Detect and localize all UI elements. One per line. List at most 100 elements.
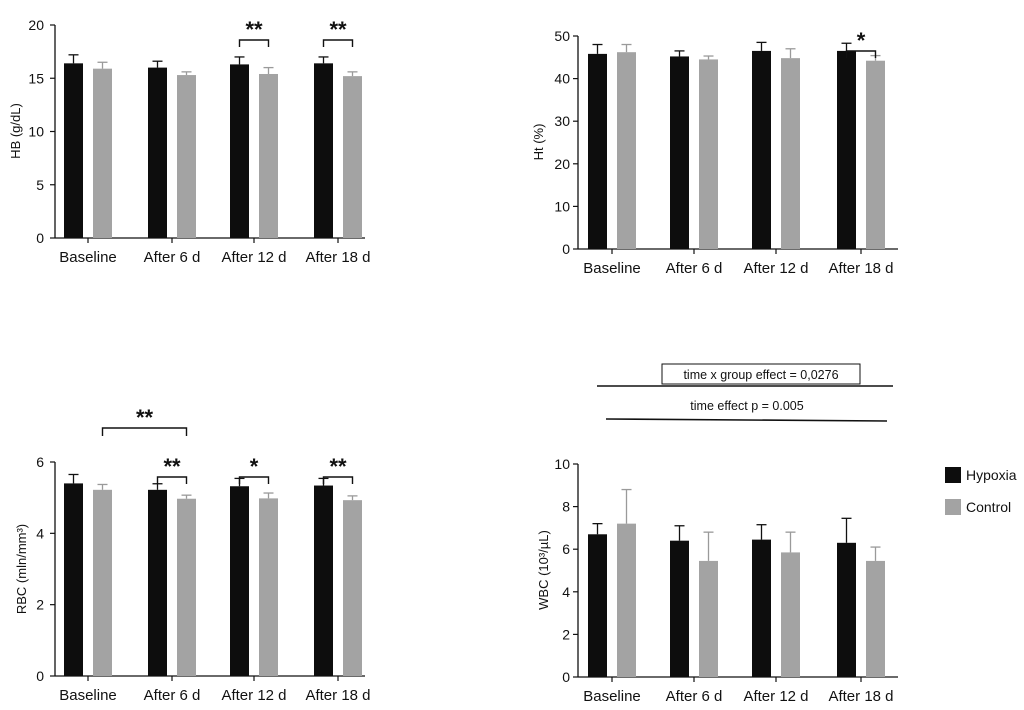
significance-marker: ** (245, 17, 263, 42)
bar-control (259, 73, 278, 239)
bar-hypoxia (670, 540, 689, 677)
bar-control (699, 560, 718, 677)
y-tick-label: 4 (562, 584, 570, 600)
x-tick-label: After 18 d (305, 687, 370, 704)
chart-panel-3: 0 2 4 6 RBC (mln/mm³) Baseline After 6 d After … (14, 405, 371, 704)
x-tick-label: After 18 d (828, 688, 893, 705)
y-tick-label: 10 (28, 124, 44, 140)
y-axis-title: RBC (mln/mm³) (14, 524, 29, 614)
effect-box (661, 363, 861, 385)
bar-hypoxia (230, 486, 249, 676)
effect-label: time x group effect = 0,0276 (683, 368, 838, 382)
y-tick-label: 5 (36, 177, 44, 193)
x-tick-label: Baseline (59, 249, 117, 266)
bar-hypoxia (314, 63, 333, 239)
x-tick-label: After 12 d (221, 687, 286, 704)
bar-control (343, 500, 362, 676)
bar-hypoxia (230, 64, 249, 238)
bar-hypoxia (64, 63, 83, 239)
bar-hypoxia (837, 542, 856, 677)
bar-control (617, 523, 636, 677)
legend-swatch-control (945, 499, 961, 515)
significance-marker: ** (329, 17, 347, 42)
bar-control (781, 552, 800, 677)
x-tick-label: After 18 d (305, 249, 370, 266)
bar-hypoxia (588, 534, 607, 677)
effect-label: time effect p = 0.005 (690, 399, 803, 413)
effect-line (605, 418, 888, 422)
bar-hypoxia (314, 485, 333, 676)
y-axis-title: Ht (%) (531, 124, 546, 161)
x-tick-label: After 12 d (743, 688, 808, 705)
y-tick-label: 40 (554, 71, 570, 87)
significance-marker: ** (136, 405, 154, 430)
y-tick-label: 2 (562, 626, 570, 642)
significance-bracket (322, 39, 354, 47)
significance-marker: * (250, 454, 259, 479)
y-tick-label: 8 (562, 499, 570, 515)
bar-control (866, 60, 885, 249)
bar-control (177, 498, 196, 676)
bar-control (699, 59, 718, 250)
bar-control (93, 489, 112, 676)
y-tick-label: 0 (36, 230, 44, 246)
x-tick-label: After 12 d (221, 249, 286, 266)
y-tick-label: 4 (36, 525, 44, 541)
y-tick-label: 6 (562, 541, 570, 557)
bar-hypoxia (588, 53, 607, 249)
legend-label: Hypoxia (966, 467, 1017, 483)
x-tick-label: Baseline (583, 688, 641, 705)
chart-panel-4: 0 2 4 6 8 10 WBC (10³/µL) Baseline After 6 d Afte… (536, 363, 898, 705)
bar-control (866, 560, 885, 677)
y-tick-label: 10 (554, 456, 570, 472)
significance-bracket (322, 476, 354, 484)
x-tick-label: After 6 d (666, 688, 723, 705)
x-tick-label: After 6 d (144, 249, 201, 266)
significance-bracket (845, 50, 877, 58)
y-tick-label: 0 (36, 668, 44, 684)
y-tick-label: 0 (562, 669, 570, 685)
significance-bracket (238, 476, 270, 484)
bar-hypoxia (752, 50, 771, 249)
y-tick-label: 2 (36, 597, 44, 613)
bar-hypoxia (670, 56, 689, 250)
significance-marker: * (857, 28, 866, 53)
bar-control (781, 58, 800, 249)
bar-hypoxia (752, 539, 771, 677)
y-tick-label: 50 (554, 28, 570, 44)
bar-control (93, 68, 112, 238)
y-tick-label: 20 (554, 156, 570, 172)
bar-hypoxia (837, 50, 856, 249)
significance-bracket (101, 427, 188, 436)
x-tick-label: After 18 d (828, 260, 893, 277)
legend-swatch-hypoxia (945, 467, 961, 483)
bar-control (343, 76, 362, 239)
bar-control (617, 52, 636, 249)
x-tick-label: Baseline (583, 260, 641, 277)
bar-control (177, 75, 196, 239)
y-tick-label: 20 (28, 17, 44, 33)
bar-hypoxia (148, 489, 167, 676)
significance-bracket (156, 476, 188, 484)
y-tick-label: 0 (562, 241, 570, 257)
chart-panel-1: 0 5 10 15 20 HB (g/dL) Baseline After 6 d After … (8, 17, 371, 266)
y-tick-label: 15 (28, 70, 44, 86)
y-tick-label: 30 (554, 113, 570, 129)
chart-panel-2: 0 10 20 30 40 50 Ht (%) Baseline After 6 d After … (531, 28, 898, 277)
bar-control (259, 498, 278, 676)
x-tick-label: After 6 d (144, 687, 201, 704)
bar-hypoxia (148, 67, 167, 238)
bar-hypoxia (64, 483, 83, 676)
y-axis-title: WBC (10³/µL) (536, 530, 551, 610)
y-tick-label: 10 (554, 198, 570, 214)
significance-bracket (238, 39, 270, 47)
legend: Hypoxia Control (945, 467, 1017, 515)
y-axis-title: HB (g/dL) (8, 103, 23, 159)
legend-label: Control (966, 499, 1011, 515)
x-tick-label: After 6 d (666, 260, 723, 277)
x-tick-label: After 12 d (743, 260, 808, 277)
y-tick-label: 6 (36, 454, 44, 470)
significance-marker: ** (163, 454, 181, 479)
significance-marker: ** (329, 454, 347, 479)
